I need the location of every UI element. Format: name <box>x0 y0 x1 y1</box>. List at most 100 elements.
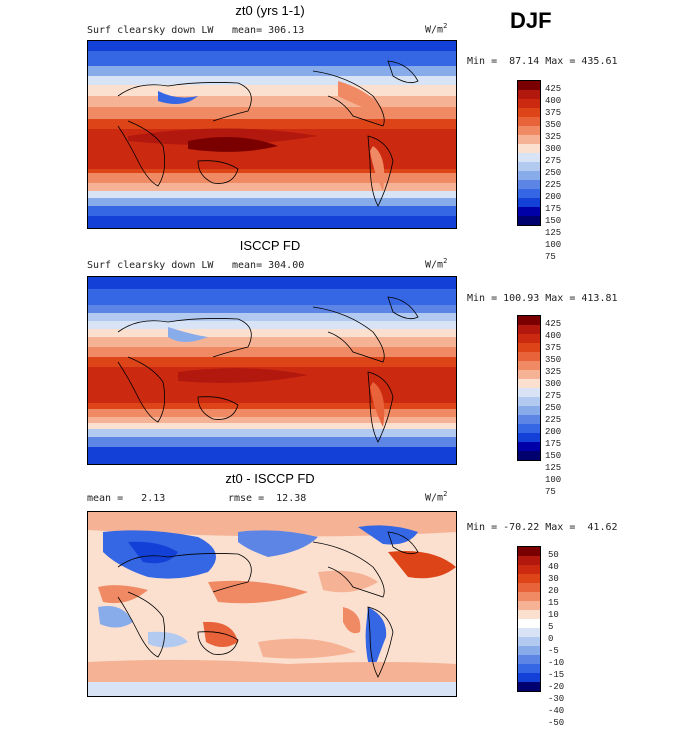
colorbar-label: -20 <box>548 682 565 692</box>
colorbar-swatch <box>518 81 540 90</box>
colorbar-swatch <box>518 388 540 397</box>
colorbar-swatch <box>518 583 540 592</box>
panel-3-mean: mean = 2.13 <box>87 493 166 504</box>
colorbar-label: 350 <box>545 120 562 130</box>
colorbar-label: 250 <box>545 403 562 413</box>
panel-2-map <box>87 276 457 465</box>
colorbar-label: 15 <box>548 598 559 608</box>
colorbar-swatch <box>518 406 540 415</box>
colorbar-label: 200 <box>545 427 562 437</box>
colorbar-label: 5 <box>548 622 554 632</box>
colorbar-swatch <box>518 673 540 682</box>
panel-3-colorbar <box>517 546 541 692</box>
colorbar-swatch <box>518 343 540 352</box>
colorbar-swatch <box>518 216 540 225</box>
colorbar-label: 40 <box>548 562 559 572</box>
colorbar-label: 325 <box>545 367 562 377</box>
panel-2-minmax: Min = 100.93 Max = 413.81 <box>467 293 618 304</box>
colorbar-swatch <box>518 189 540 198</box>
colorbar-label: 100 <box>545 240 562 250</box>
colorbar-label: 175 <box>545 204 562 214</box>
colorbar-label: 300 <box>545 379 562 389</box>
colorbar-swatch <box>518 682 540 691</box>
panel-1-map <box>87 40 457 229</box>
colorbar-swatch <box>518 592 540 601</box>
panel-3-unit: W/m2 <box>425 490 448 504</box>
colorbar-label: 125 <box>545 228 562 238</box>
colorbar-swatch <box>518 135 540 144</box>
colorbar-label: 375 <box>545 343 562 353</box>
colorbar-label: 10 <box>548 610 559 620</box>
colorbar-swatch <box>518 316 540 325</box>
colorbar-label: -5 <box>548 646 559 656</box>
colorbar-swatch <box>518 610 540 619</box>
colorbar-label: 20 <box>548 586 559 596</box>
colorbar-swatch <box>518 646 540 655</box>
colorbar-label: 75 <box>545 487 556 497</box>
colorbar-swatch <box>518 433 540 442</box>
panel-2-variable: Surf clearsky down LW <box>87 260 214 271</box>
colorbar-swatch <box>518 361 540 370</box>
panel-2-field-svg <box>88 277 456 464</box>
panel-1-field-svg <box>88 41 456 228</box>
colorbar-label: 150 <box>545 216 562 226</box>
colorbar-label: 400 <box>545 96 562 106</box>
colorbar-label: 425 <box>545 319 562 329</box>
colorbar-label: 50 <box>548 550 559 560</box>
colorbar-label: 30 <box>548 574 559 584</box>
panel-3-title: zt0 - ISCCP FD <box>225 471 315 486</box>
colorbar-label: 175 <box>545 439 562 449</box>
panel-2-colorbar <box>517 315 541 461</box>
colorbar-swatch <box>518 144 540 153</box>
colorbar-swatch <box>518 415 540 424</box>
colorbar-label: 200 <box>545 192 562 202</box>
colorbar-label: -30 <box>548 694 565 704</box>
colorbar-swatch <box>518 99 540 108</box>
panel-3-map <box>87 511 457 697</box>
colorbar-swatch <box>518 619 540 628</box>
colorbar-label: 275 <box>545 156 562 166</box>
colorbar-swatch <box>518 180 540 189</box>
colorbar-label: -50 <box>548 718 565 728</box>
colorbar-swatch <box>518 334 540 343</box>
colorbar-swatch <box>518 637 540 646</box>
colorbar-swatch <box>518 628 540 637</box>
colorbar-label: 225 <box>545 415 562 425</box>
colorbar-label: -15 <box>548 670 565 680</box>
panel-2-colorbar-labels: 425 400 375 350 325 300 275 250 225 200 … <box>545 318 561 498</box>
colorbar-label: 325 <box>545 132 562 142</box>
panel-3-minmax: Min = -70.22 Max = 41.62 <box>467 522 618 533</box>
panel-2-unit: W/m2 <box>425 257 448 271</box>
panel-1-unit: W/m2 <box>425 22 448 36</box>
colorbar-label: 0 <box>548 634 554 644</box>
colorbar-swatch <box>518 379 540 388</box>
colorbar-label: 100 <box>545 475 562 485</box>
colorbar-swatch <box>518 171 540 180</box>
colorbar-swatch <box>518 424 540 433</box>
panel-3-colorbar-labels: 50 40 30 20 15 10 5 0 -5 -10 -15 -20 -30… <box>548 549 564 729</box>
panel-1-variable: Surf clearsky down LW <box>87 25 214 36</box>
panel-1-colorbar-labels: 425 400 375 350 325 300 275 250 225 200 … <box>545 83 561 263</box>
colorbar-label: 400 <box>545 331 562 341</box>
colorbar-swatch <box>518 352 540 361</box>
colorbar-swatch <box>518 325 540 334</box>
colorbar-swatch <box>518 207 540 216</box>
colorbar-label: 425 <box>545 84 562 94</box>
colorbar-label: 250 <box>545 168 562 178</box>
colorbar-swatch <box>518 397 540 406</box>
colorbar-swatch <box>518 370 540 379</box>
colorbar-label: 275 <box>545 391 562 401</box>
colorbar-swatch <box>518 153 540 162</box>
colorbar-swatch <box>518 108 540 117</box>
colorbar-swatch <box>518 90 540 99</box>
colorbar-swatch <box>518 162 540 171</box>
panel-3-rmse: rmse = 12.38 <box>228 493 307 504</box>
colorbar-swatch <box>518 601 540 610</box>
colorbar-label: 375 <box>545 108 562 118</box>
colorbar-label: 75 <box>545 252 556 262</box>
season-label: DJF <box>510 8 552 33</box>
panel-1-mean: mean= 306.13 <box>232 25 305 36</box>
colorbar-label: 125 <box>545 463 562 473</box>
panel-1-colorbar <box>517 80 541 226</box>
colorbar-swatch <box>518 547 540 556</box>
